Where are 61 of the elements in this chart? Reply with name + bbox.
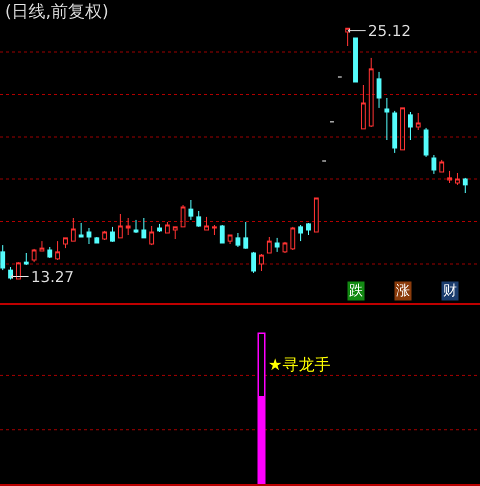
candlestick [259,254,264,272]
candlestick [266,236,272,254]
candlestick [102,230,108,241]
candlestick [126,217,131,236]
candlestick [298,224,304,242]
candlestick [47,246,52,259]
candlestick [55,240,60,260]
chart-title: (日线,前复权) [5,2,109,22]
candlestick [447,170,452,184]
candlestick [204,216,209,231]
candlestick [24,252,29,266]
candlestick [392,110,398,154]
candlestick [134,219,138,234]
candlestick [368,57,374,128]
candlestick [431,154,436,174]
candlestick [157,223,162,232]
candlestick [424,127,428,158]
candlestick [439,159,444,172]
candlestick [384,97,390,140]
candlestick [251,251,256,274]
annotation: 跌 [349,283,363,299]
candlestick [78,222,84,238]
candlestick [376,71,382,108]
candlestick [243,222,248,250]
candlestick [306,222,311,236]
candlestick [212,224,217,236]
candlestick [32,248,37,263]
candlestick [118,213,123,238]
candlestick [141,217,146,238]
annotation: 涨 [396,283,410,299]
candlestick [0,244,6,271]
candlestick [462,177,468,194]
candlestick [86,227,92,245]
candlestick [149,226,154,246]
annotation: 25.12 [368,22,411,40]
candlestick [164,222,170,234]
candlestick [236,232,240,248]
candlestick [400,107,405,150]
candlestick [172,226,178,240]
candlestick [220,224,225,244]
candlestick [416,112,421,130]
candlestick [408,111,413,140]
candlestick [290,226,296,250]
candlestick [188,199,194,220]
candlestick [110,226,115,242]
candlestick [63,237,68,249]
candlestick [360,84,366,130]
candlestick [282,241,288,254]
candlestick [40,240,44,252]
candlestick [274,237,280,252]
candlestick [314,198,319,232]
candlestick [196,210,202,228]
candlestick [455,172,460,186]
candlestick [228,234,232,245]
annotation: 财 [443,283,457,299]
candlestick [180,204,186,228]
candlestick [16,262,21,280]
annotation: 13.27 [31,268,74,286]
candlestick [353,37,358,83]
candlestick [70,217,76,242]
annotation: ★寻龙手 [268,355,330,374]
